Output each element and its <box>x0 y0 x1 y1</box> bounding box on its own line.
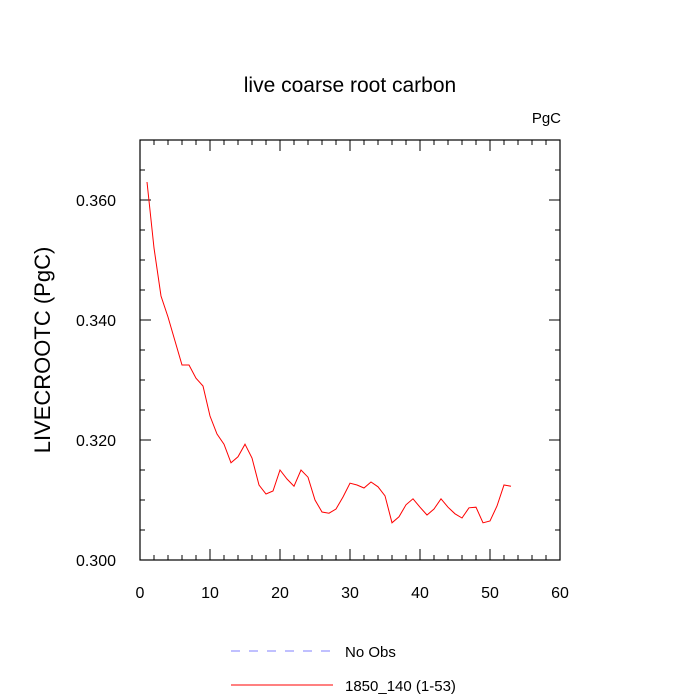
legend: No Obs 1850_140 (1-53) <box>231 644 456 695</box>
x-tick-label: 40 <box>411 585 429 602</box>
axis-ticks <box>139 139 561 561</box>
x-tick-label: 0 <box>136 585 145 602</box>
units-label: PgC <box>532 110 561 127</box>
legend-label-1850-140: 1850_140 (1-53) <box>345 678 456 695</box>
plot-frame <box>139 139 561 561</box>
x-tick-label: 20 <box>271 585 289 602</box>
legend-label-no-obs: No Obs <box>345 644 396 661</box>
series-line-1850-140 <box>146 181 512 524</box>
y-tick-label: 0.300 <box>76 553 116 570</box>
x-tick-label: 60 <box>551 585 569 602</box>
y-axis-label: LIVECROOTC (PgC) <box>30 247 55 454</box>
y-tick-label: 0.360 <box>76 193 116 210</box>
y-tick-label: 0.320 <box>76 433 116 450</box>
chart-title: live coarse root carbon <box>244 74 456 97</box>
x-tick-label: 10 <box>201 585 219 602</box>
tick-labels: 0 10 20 30 40 50 60 0.300 0.320 0.340 0.360 <box>76 193 569 602</box>
x-tick-label: 30 <box>341 585 359 602</box>
x-tick-label: 50 <box>481 585 499 602</box>
y-tick-label: 0.340 <box>76 313 116 330</box>
series-layer <box>146 181 512 524</box>
